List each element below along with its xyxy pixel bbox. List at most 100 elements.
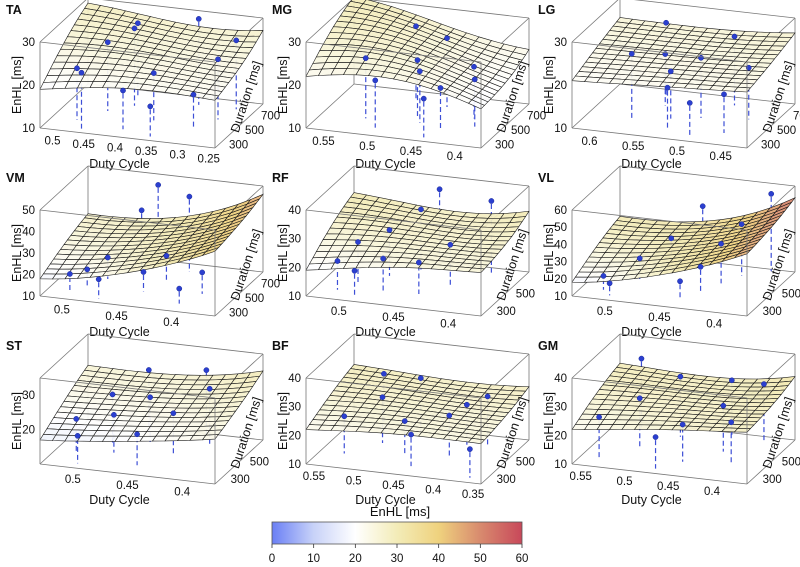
data-point-marker [447,241,454,248]
panel-lg: LG 10 20 30 EnHL [ms] 0.6 0.55 0.5 0.45 Duty Cycl… [538,0,800,171]
axis-box-edge [571,295,748,317]
y-tick-label: 500 [511,125,530,137]
data-point-marker [379,394,386,401]
panel-vl: VL 10 20 30 40 50 60 EnHL [ms] 0.5 0.45 0.4 Duty Cy… [538,165,800,339]
surface-cell [201,434,220,441]
axis-box-edge [39,463,216,485]
axis-box-edge [39,209,216,231]
z-tick-label: 20 [22,425,35,437]
axis-box-edge [746,103,796,149]
data-point-marker [728,419,735,426]
y-tick-label: 300 [231,474,250,486]
z-axis-label: EnHL [ms] [10,392,24,450]
data-point-marker [677,278,683,285]
y-tick-label: 500 [516,289,535,301]
colorbar-tick-label: 30 [391,553,404,565]
y-tick-label: 300 [229,140,248,152]
fit-surface [39,364,264,442]
axis-box-edge [619,83,796,105]
z-tick-label: 40 [288,373,301,385]
data-point-marker [401,418,408,424]
data-point-marker [408,431,414,438]
data-point-marker [471,63,477,70]
panel-title: TA [6,3,22,17]
x-tick-label: 0.55 [303,471,325,483]
axis-box-edge [746,271,796,317]
surface-cell [467,99,485,110]
axis-box-edge [305,165,355,211]
data-point-marker [697,263,704,270]
z-tick-label: 10 [554,123,567,135]
x-tick-label: 0.45 [382,480,404,492]
axis-box-edge [619,333,796,355]
y-tick-label: 500 [245,125,264,137]
z-tick-label: 20 [22,270,35,282]
y-tick-label: 700 [527,110,546,122]
data-point-marker [109,391,116,398]
panel-title: RF [272,171,289,185]
axis-box-edge [367,0,530,19]
data-point-marker [471,76,478,83]
data-point-marker [155,182,162,188]
y-tick-label: 700 [261,110,280,122]
y-tick-label: 300 [229,308,248,320]
x-axis-label: Duty Cycle [621,157,681,171]
panel-title: LG [538,3,555,17]
data-point-marker [417,68,423,75]
data-point-marker [686,100,693,106]
z-tick-label: 30 [554,257,567,269]
fit-surface [571,196,796,283]
data-point-marker [699,203,706,210]
data-point-marker [170,410,177,417]
z-tick-label: 20 [288,430,301,442]
y-tick-label: 700 [793,110,800,122]
data-point-marker [104,254,111,261]
data-point-marker [664,84,671,91]
data-point-marker [186,193,193,200]
z-tick-label: 20 [288,80,301,92]
x-tick-label: 0.5 [359,141,375,153]
z-tick-label: 30 [22,390,35,402]
data-point-marker [134,431,140,438]
data-point-marker [414,57,421,63]
x-tick-label: 0.45 [73,139,95,151]
data-point-marker [761,381,767,387]
data-point-marker [698,54,704,61]
data-point-marker [74,65,80,72]
panel-ta: TA 10 20 30 EnHL [ms] 0.5 0.45 0.4 0.35 0.3 0.25 Du… [6,0,280,171]
x-axis-label: Duty Cycle [355,325,415,339]
z-axis-label: EnHL [ms] [10,56,24,114]
y-tick-label: 700 [261,278,280,290]
data-point-marker [351,267,358,274]
data-point-marker [135,20,141,27]
data-point-marker [67,271,73,277]
data-point-marker [467,446,473,452]
data-point-marker [768,191,775,197]
panel-title: BF [272,339,289,353]
data-point-marker [600,273,607,279]
z-axis-label: EnHL [ms] [542,224,556,282]
z-axis-label: EnHL [ms] [542,56,556,114]
z-axis-label: EnHL [ms] [276,392,290,450]
y-axis-label: Duration [ms] [760,59,796,134]
surface-cell [733,427,752,433]
data-point-marker [628,50,635,57]
x-tick-label: 0.3 [170,150,186,162]
colorbar-title: EnHL [ms] [370,504,430,519]
axis-box-edge [746,439,796,485]
axis-box-edge [39,0,87,43]
data-point-marker [215,56,221,63]
x-tick-label: 0.4 [440,318,457,330]
data-point-marker [720,402,727,409]
axis-box-edge [39,41,216,63]
data-point-marker [418,206,424,213]
y-tick-label: 500 [516,457,535,469]
data-point-marker [679,421,686,428]
z-tick-label: 20 [288,262,301,274]
axis-box-edge [571,83,621,129]
z-tick-label: 40 [554,373,567,385]
panel-mg: MG 10 20 30 EnHL [ms] 0.55 0.5 0.45 0.4 Duty Cycl… [272,0,546,171]
data-point-marker [415,259,422,266]
axis-box-edge [571,333,621,379]
axis-box-edge [305,127,482,149]
